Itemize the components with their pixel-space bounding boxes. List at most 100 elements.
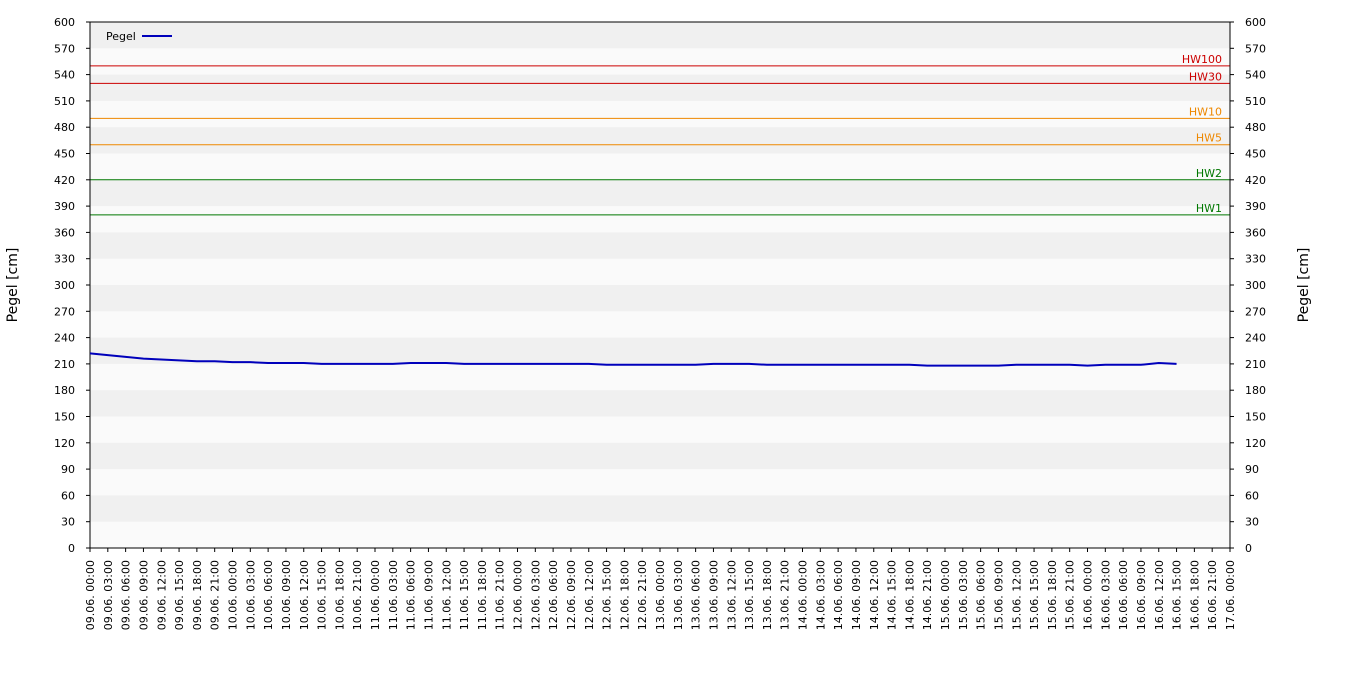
y2-tick-label: 210 xyxy=(1245,358,1266,371)
x-tick-label: 11.06. 15:00 xyxy=(458,560,471,630)
x-tick-label: 14.06. 21:00 xyxy=(921,560,934,630)
grid-band xyxy=(90,232,1230,259)
y2-tick-label: 120 xyxy=(1245,437,1266,450)
x-tick-label: 10.06. 03:00 xyxy=(244,560,257,630)
x-tick-label: 11.06. 18:00 xyxy=(476,560,489,630)
x-tick-label: 11.06. 21:00 xyxy=(494,560,507,630)
y-tick-label: 120 xyxy=(54,437,75,450)
grid-band xyxy=(90,442,1230,470)
x-tick-label: 16.06. 00:00 xyxy=(1082,560,1095,630)
x-tick-label: 13.06. 21:00 xyxy=(779,560,792,630)
y2-tick-label: 30 xyxy=(1245,516,1259,529)
grid-band xyxy=(90,495,1230,522)
x-tick-label: 12.06. 12:00 xyxy=(583,560,596,630)
y2-tick-label: 420 xyxy=(1245,174,1266,187)
x-tick-label: 12.06. 18:00 xyxy=(618,560,631,630)
x-tick-label: 12.06. 21:00 xyxy=(636,560,649,630)
x-tick-label: 15.06. 18:00 xyxy=(1046,560,1059,630)
grid-band xyxy=(90,22,1230,49)
y2-tick-label: 330 xyxy=(1245,253,1266,266)
x-tick-label: 16.06. 21:00 xyxy=(1206,560,1219,630)
grid-band xyxy=(90,337,1230,364)
y2-tick-label: 90 xyxy=(1245,463,1259,476)
x-tick-label: 13.06. 09:00 xyxy=(707,560,720,630)
y-tick-label: 330 xyxy=(54,253,75,266)
x-tick-label: 09.06. 00:00 xyxy=(84,560,97,630)
x-tick-label: 12.06. 06:00 xyxy=(547,560,560,630)
y2-tick-label: 300 xyxy=(1245,279,1266,292)
x-tick-label: 10.06. 21:00 xyxy=(351,560,364,630)
x-tick-label: 09.06. 03:00 xyxy=(102,560,115,630)
x-tick-label: 11.06. 09:00 xyxy=(422,560,435,630)
series-line xyxy=(89,352,1177,367)
x-tick-label: 15.06. 21:00 xyxy=(1064,560,1077,630)
y-tick-label: 180 xyxy=(54,384,75,397)
x-tick-label: 09.06. 06:00 xyxy=(120,560,133,630)
threshold-label: HW5 xyxy=(1196,132,1222,145)
y2-tick-label: 600 xyxy=(1245,16,1266,29)
y2-tick-label: 240 xyxy=(1245,332,1266,345)
x-tick-label: 14.06. 09:00 xyxy=(850,560,863,630)
x-tick-label: 13.06. 00:00 xyxy=(654,560,667,630)
plot-frame xyxy=(89,21,1231,549)
x-tick-label: 16.06. 06:00 xyxy=(1117,560,1130,630)
x-tick-label: 10.06. 06:00 xyxy=(262,560,275,630)
x-tick-label: 16.06. 18:00 xyxy=(1188,560,1201,630)
x-tick-label: 12.06. 03:00 xyxy=(529,560,542,630)
x-tick-label: 11.06. 06:00 xyxy=(405,560,418,630)
x-tick-label: 12.06. 15:00 xyxy=(601,560,614,630)
x-tick-label: 13.06. 03:00 xyxy=(672,560,685,630)
y-tick-label: 300 xyxy=(54,279,75,292)
x-tick-label: 10.06. 00:00 xyxy=(227,560,240,630)
y-tick-label: 420 xyxy=(54,174,75,187)
x-tick-label: 13.06. 15:00 xyxy=(743,560,756,630)
threshold-label: HW2 xyxy=(1196,167,1222,180)
y2-tick-label: 510 xyxy=(1245,95,1266,108)
x-tick-label: 13.06. 12:00 xyxy=(725,560,738,630)
x-tick-label: 14.06. 18:00 xyxy=(903,560,916,630)
threshold-label: HW10 xyxy=(1189,105,1222,118)
x-tick-label: 16.06. 09:00 xyxy=(1135,560,1148,630)
x-tick-label: 10.06. 12:00 xyxy=(298,560,311,630)
y2-tick-label: 180 xyxy=(1245,384,1266,397)
x-tick-label: 10.06. 18:00 xyxy=(333,560,346,630)
y-tick-label: 360 xyxy=(54,226,75,239)
y2-tick-label: 390 xyxy=(1245,200,1266,213)
y2-tick-label: 360 xyxy=(1245,226,1266,239)
y2-tick-label: 270 xyxy=(1245,305,1266,318)
y-tick-label: 240 xyxy=(54,332,75,345)
x-tick-label: 13.06. 06:00 xyxy=(690,560,703,630)
x-tick-label: 14.06. 06:00 xyxy=(832,560,845,630)
x-tick-label: 10.06. 15:00 xyxy=(316,560,329,630)
x-tick-label: 11.06. 00:00 xyxy=(369,560,382,630)
y2-tick-label: 150 xyxy=(1245,411,1266,424)
y2-tick-label: 0 xyxy=(1245,542,1252,555)
y-tick-label: 90 xyxy=(61,463,75,476)
y-tick-label: 210 xyxy=(54,358,75,371)
x-tick-label: 14.06. 15:00 xyxy=(886,560,899,630)
x-tick-label: 15.06. 12:00 xyxy=(1010,560,1023,630)
y-tick-label: 60 xyxy=(61,489,75,502)
x-tick-label: 09.06. 15:00 xyxy=(173,560,186,630)
x-tick-label: 12.06. 09:00 xyxy=(565,560,578,630)
y-tick-label: 450 xyxy=(54,148,75,161)
legend-label: Pegel xyxy=(106,30,136,43)
y-tick-label: 540 xyxy=(54,69,75,82)
x-tick-label: 15.06. 15:00 xyxy=(1028,560,1041,630)
grid-band xyxy=(90,127,1230,154)
grid-band xyxy=(90,179,1230,207)
x-tick-label: 15.06. 06:00 xyxy=(975,560,988,630)
x-tick-label: 12.06. 00:00 xyxy=(512,560,525,630)
x-tick-label: 15.06. 09:00 xyxy=(992,560,1005,630)
y-tick-label: 600 xyxy=(54,16,75,29)
x-tick-label: 16.06. 03:00 xyxy=(1099,560,1112,630)
grid-band xyxy=(90,390,1230,417)
threshold-label: HW100 xyxy=(1182,53,1222,66)
y2-tick-label: 450 xyxy=(1245,148,1266,161)
y-tick-label: 0 xyxy=(68,542,75,555)
x-tick-label: 15.06. 00:00 xyxy=(939,560,952,630)
x-tick-label: 16.06. 12:00 xyxy=(1153,560,1166,630)
x-tick-label: 16.06. 15:00 xyxy=(1171,560,1184,630)
y-tick-label: 570 xyxy=(54,42,75,55)
